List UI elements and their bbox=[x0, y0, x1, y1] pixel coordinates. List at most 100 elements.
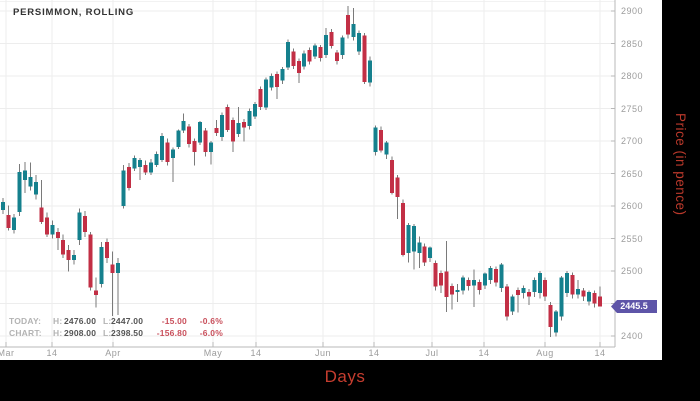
stats-row-today: TODAY: H: 2476.00 L: 2447.00 -15.00 -0.6… bbox=[0, 316, 260, 326]
candle-up bbox=[12, 217, 16, 230]
candle-down bbox=[225, 107, 230, 130]
x-tick-label: May bbox=[203, 348, 223, 358]
candle-down bbox=[543, 280, 548, 297]
today-low-value: 2447.00 bbox=[111, 316, 144, 326]
x-tick-label: Jun bbox=[314, 348, 332, 358]
candle-down bbox=[94, 290, 99, 296]
today-high-value: 2476.00 bbox=[64, 316, 97, 326]
candle-up bbox=[72, 254, 77, 260]
candle-up bbox=[587, 291, 591, 302]
candle-up bbox=[50, 224, 55, 235]
candle-up bbox=[565, 272, 570, 294]
candle-up bbox=[532, 280, 537, 292]
candle-up bbox=[472, 280, 476, 286]
y-tick-label: 2600 bbox=[621, 201, 644, 211]
candle-down bbox=[450, 285, 455, 295]
candle-up bbox=[406, 224, 411, 253]
candle-up bbox=[499, 264, 504, 288]
candle-up bbox=[137, 159, 142, 167]
x-tick-label: Apr bbox=[105, 348, 121, 358]
stats-row-chart: CHART: H: 2908.00 L: 2398.50 -156.80 -6.… bbox=[0, 328, 260, 338]
candle-up bbox=[33, 182, 38, 195]
candle-down bbox=[105, 241, 110, 259]
candle-down bbox=[466, 280, 471, 286]
y-tick-label: 2850 bbox=[621, 38, 644, 49]
candle-down bbox=[346, 14, 351, 35]
candle-up bbox=[313, 45, 318, 57]
candle-up bbox=[252, 104, 257, 117]
candle-down bbox=[307, 50, 312, 62]
candle-down bbox=[83, 215, 88, 233]
candle-up bbox=[373, 127, 378, 153]
candle-up bbox=[324, 35, 329, 56]
candle-up bbox=[116, 263, 120, 273]
candle-up bbox=[220, 115, 225, 138]
candle-up bbox=[236, 122, 241, 134]
y-tick-label: 2650 bbox=[621, 168, 644, 179]
candle-down bbox=[433, 263, 438, 287]
y-tick-label: 2700 bbox=[621, 136, 644, 146]
candle-down bbox=[570, 274, 575, 295]
candle-down bbox=[389, 159, 394, 193]
chart-label: CHART: bbox=[9, 328, 42, 338]
candle-down bbox=[143, 165, 148, 173]
chart-change-pct: -6.0% bbox=[199, 328, 223, 338]
candle-down bbox=[318, 46, 323, 58]
candle-up bbox=[285, 42, 290, 68]
candle-up bbox=[99, 247, 104, 284]
candle-down bbox=[55, 232, 60, 238]
candle-down bbox=[477, 282, 482, 290]
candle-up bbox=[17, 172, 22, 212]
candle-down bbox=[187, 126, 192, 145]
candle-up bbox=[154, 154, 159, 166]
today-label: TODAY: bbox=[9, 316, 42, 326]
candle-up bbox=[357, 33, 361, 52]
candle-up bbox=[302, 53, 307, 67]
today-low-label: L: bbox=[103, 316, 112, 326]
candle-up bbox=[417, 242, 422, 253]
candle-down bbox=[88, 234, 93, 288]
y-tick-label: 2750 bbox=[621, 103, 644, 114]
x-tick-label: Aug bbox=[536, 348, 554, 358]
candle-up bbox=[428, 247, 433, 258]
candle-down bbox=[214, 128, 219, 134]
last-price-tag: 2445.5 bbox=[611, 300, 657, 313]
x-tick-label: Jul bbox=[425, 348, 439, 358]
x-tick-label: 14 bbox=[250, 348, 262, 358]
candle-up bbox=[269, 76, 274, 88]
candle-up bbox=[22, 170, 27, 181]
candle-down bbox=[526, 291, 531, 297]
x-tick-label: 14 bbox=[368, 348, 380, 358]
candle-down bbox=[504, 286, 509, 317]
candle-up bbox=[559, 277, 564, 317]
chart-low-value: 2398.50 bbox=[111, 328, 144, 338]
candlestick-plot bbox=[0, 0, 616, 348]
candle-down bbox=[127, 167, 131, 188]
candle-up bbox=[510, 296, 515, 312]
candle-down bbox=[515, 289, 520, 296]
bottom-frame: Days bbox=[0, 360, 700, 401]
y-tick-label: 2400 bbox=[621, 331, 644, 341]
candle-down bbox=[378, 129, 383, 151]
candle-down bbox=[422, 246, 427, 263]
chart-change: -156.80 bbox=[156, 328, 187, 338]
candle-down bbox=[165, 142, 170, 162]
candle-down bbox=[400, 202, 405, 255]
y-axis-title: Price (in pence) bbox=[673, 113, 688, 216]
chart-panel: PERSIMMON, ROLLING TODAY: H: 2476.00 L: … bbox=[0, 0, 662, 360]
candle-up bbox=[340, 37, 345, 56]
today-high-label: H: bbox=[53, 316, 63, 326]
chart-high-value: 2908.00 bbox=[64, 328, 97, 338]
candle-up bbox=[148, 162, 153, 173]
right-frame: Price (in pence) bbox=[662, 0, 700, 401]
candle-down bbox=[39, 207, 44, 223]
instrument-title: PERSIMMON, ROLLING bbox=[13, 7, 135, 18]
x-tick-label: 14 bbox=[594, 348, 606, 358]
candle-down bbox=[291, 51, 296, 67]
candle-up bbox=[170, 149, 175, 158]
candle-up bbox=[176, 130, 181, 147]
candle-up bbox=[121, 170, 126, 207]
candle-down bbox=[258, 89, 263, 108]
candle-up bbox=[554, 311, 559, 333]
